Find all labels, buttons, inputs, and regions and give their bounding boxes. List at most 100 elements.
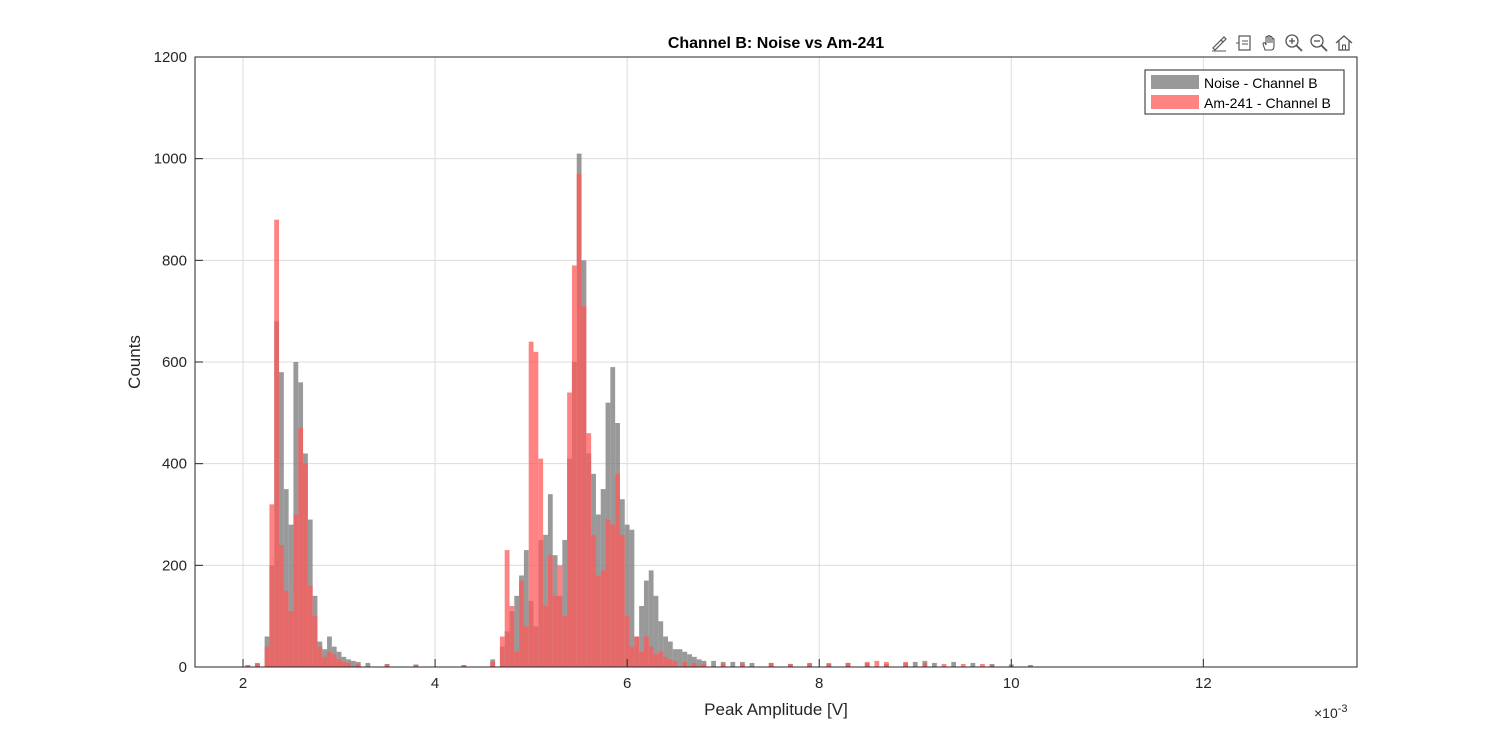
am241-bar — [643, 636, 649, 667]
zoom-out-icon[interactable] — [1307, 31, 1331, 55]
am241-bar — [552, 595, 558, 667]
am241-bar — [639, 651, 644, 667]
x-exponent-base: ×10 — [1314, 705, 1338, 721]
am241-bar — [533, 351, 539, 667]
datatip-icon[interactable] — [1232, 31, 1256, 55]
am241-bar — [264, 646, 270, 667]
noise-bar — [682, 651, 688, 667]
y-tick-label: 800 — [162, 252, 187, 269]
noise-bar — [696, 659, 702, 667]
am241-bar — [864, 661, 870, 667]
am241-bar — [720, 663, 726, 667]
noise-bar — [543, 534, 548, 667]
am241-bar — [884, 661, 889, 667]
am241-bar — [274, 219, 280, 667]
am241-bar — [874, 660, 880, 667]
am241-bar — [245, 664, 251, 667]
am241-bar — [922, 662, 928, 667]
legend[interactable]: Noise - Channel B Am-241 - Channel B — [1144, 69, 1345, 115]
home-icon[interactable] — [1332, 31, 1356, 55]
am241-bar — [658, 651, 664, 667]
noise-bar — [687, 654, 692, 667]
am241-bar — [595, 575, 601, 667]
noise-bar — [523, 550, 529, 667]
pan-hand-icon[interactable] — [1257, 31, 1281, 55]
noise-bar — [711, 660, 716, 667]
noise-bar — [610, 367, 616, 667]
am241-bar — [255, 663, 260, 667]
am241-bar — [903, 661, 909, 667]
am241-bar — [980, 663, 985, 667]
am241-bar — [269, 504, 275, 667]
noise-bar — [341, 656, 347, 667]
am241-bar — [514, 651, 520, 667]
am241-bar — [317, 646, 323, 667]
noise-bar — [283, 489, 289, 667]
noise-bar — [951, 661, 957, 667]
am241-bar — [499, 636, 505, 667]
y-tick-label: 1000 — [154, 151, 187, 168]
x-tick-label: 10 — [1003, 675, 1020, 692]
am241-bar — [293, 514, 299, 667]
am241-bar — [682, 661, 688, 667]
brush-icon[interactable] — [1207, 31, 1231, 55]
am241-bar — [591, 534, 596, 667]
am241-bar — [648, 646, 654, 667]
am241-series — [245, 173, 995, 667]
am241-bar — [768, 662, 774, 667]
noise-bar — [691, 656, 697, 667]
x-axis-label: Peak Amplitude [V] — [704, 700, 848, 719]
noise-bar — [643, 580, 649, 667]
y-axis-label: Counts — [125, 335, 144, 389]
y-tick-label: 400 — [162, 456, 187, 473]
am241-bar — [547, 555, 553, 667]
noise-bar — [629, 529, 635, 667]
am241-bar — [355, 663, 361, 667]
am241-bar — [619, 534, 625, 667]
am241-bar — [672, 660, 678, 667]
am241-bar — [610, 524, 616, 667]
noise-bar — [288, 524, 294, 667]
noise-bar — [365, 662, 371, 667]
am241-bar — [845, 662, 851, 667]
noise-bar — [639, 606, 644, 667]
noise-bar — [912, 661, 918, 667]
am241-bar — [279, 545, 284, 667]
zoom-in-icon[interactable] — [1282, 31, 1306, 55]
am241-bar — [567, 392, 572, 667]
am241-bar — [989, 664, 995, 667]
x-exponent-power: -3 — [1338, 703, 1348, 715]
am241-bar — [571, 265, 577, 667]
noise-bar — [677, 649, 683, 667]
am241-bar — [615, 473, 620, 667]
noise-bar — [648, 570, 654, 667]
x-axis-exponent: ×10-3 — [1314, 703, 1348, 721]
am241-bar — [663, 656, 668, 667]
am241-bar — [667, 659, 673, 667]
plot-area[interactable]: 2 4 6 8 10 12 0 200 400 600 800 1000 1200 — [154, 49, 1358, 692]
legend-label-am241: Am-241 - Channel B — [1204, 95, 1331, 111]
noise-bar — [653, 595, 659, 667]
noise-bar — [667, 641, 673, 667]
am241-bar — [509, 606, 515, 667]
legend-swatch-noise — [1151, 75, 1199, 89]
am241-bar — [562, 616, 568, 667]
am241-bar — [576, 173, 582, 667]
noise-bar — [658, 621, 664, 667]
am241-bar — [346, 662, 352, 667]
am241-bar — [691, 662, 697, 667]
x-tick-label: 2 — [239, 675, 247, 692]
am241-bar — [807, 663, 813, 667]
am241-bar — [384, 664, 390, 667]
x-tick-label: 12 — [1195, 675, 1212, 692]
noise-bar — [663, 636, 668, 667]
am241-bar — [519, 580, 524, 667]
am241-bar — [960, 663, 966, 667]
am241-bar — [322, 656, 328, 667]
am241-bar — [538, 458, 544, 667]
am241-bar — [600, 570, 606, 667]
am241-bar — [701, 663, 707, 667]
am241-bar — [303, 463, 308, 667]
noise-bar — [672, 649, 678, 667]
